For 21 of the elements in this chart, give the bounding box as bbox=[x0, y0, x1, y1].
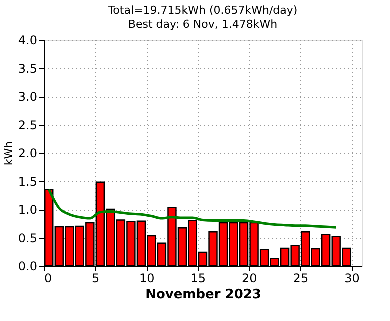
x-tick-label: 5 bbox=[92, 272, 100, 286]
y-axis-title: kWh bbox=[2, 141, 16, 166]
x-axis-title: November 2023 bbox=[146, 288, 262, 302]
x-tick-label: 0 bbox=[44, 272, 52, 286]
chart-subtitle: Best day: 6 Nov, 1.478kWh bbox=[128, 18, 278, 31]
x-tick-label: 30 bbox=[344, 272, 360, 286]
y-tick-label: 0.5 bbox=[18, 231, 38, 246]
y-tick-label: 1.0 bbox=[18, 203, 38, 217]
y-tick-label: 2.5 bbox=[18, 118, 38, 132]
x-tick-label: 25 bbox=[293, 272, 309, 286]
x-tick-label: 20 bbox=[242, 272, 258, 286]
y-tick-label: 0.0 bbox=[18, 260, 38, 274]
y-tick-label: 4.0 bbox=[18, 34, 38, 48]
x-tick-label: 10 bbox=[139, 272, 155, 286]
chart-title: Total=19.715kWh (0.657kWh/day) bbox=[107, 4, 298, 17]
line-series bbox=[48, 188, 338, 229]
y-tick-label: 2.0 bbox=[18, 146, 38, 160]
x-tick-label: 15 bbox=[190, 272, 206, 286]
y-tick-label: 3.5 bbox=[18, 62, 38, 76]
y-tick-label: 1.5 bbox=[18, 174, 38, 189]
y-tick-label: 3.0 bbox=[18, 90, 38, 104]
